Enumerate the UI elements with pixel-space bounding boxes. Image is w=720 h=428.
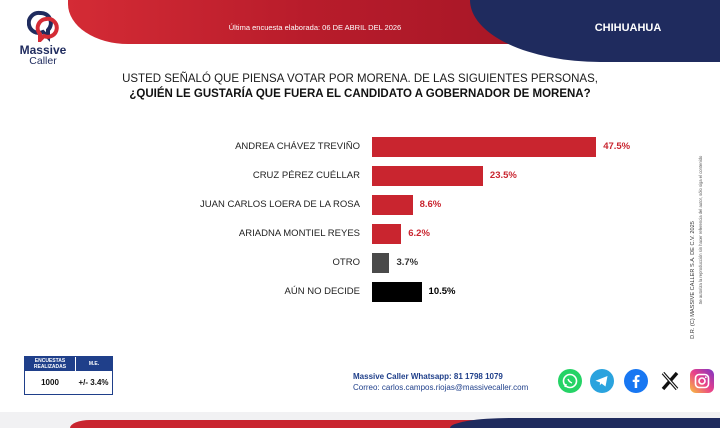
facebook-icon[interactable] [624,369,648,393]
bar-label: ANDREA CHÁVEZ TREVIÑO [235,141,360,152]
bar-value-label: 6.2% [408,228,430,239]
bar [372,282,422,302]
copyright-note: D.R. (C) MASSIVE CALLER S.A. DE C.V. 202… [690,155,703,339]
survey-date: Última encuesta elaborada: 06 DE ABRIL D… [228,23,402,32]
bar [372,253,390,273]
bar [372,224,402,244]
bar [372,195,413,215]
copyright-line-2: Se autoriza la reproducción sin hacer re… [698,155,703,304]
bar-value-label: 3.7% [396,257,419,268]
bar-label: OTRO [332,257,360,268]
question-line-1: USTED SEÑALÓ QUE PIENSA VOTAR POR MORENA… [122,73,598,85]
x-icon[interactable] [658,369,682,393]
copyright-line-1: D.R. (C) MASSIVE CALLER S.A. DE C.V. 202… [690,221,696,339]
bar [372,137,597,157]
bar-value-label: 47.5% [603,141,631,152]
survey-stats-box: ENCUESTAS REALIZADAS M.E. 1000 +/- 3.4% [24,356,113,395]
stats-header-surveys: ENCUESTAS REALIZADAS [25,357,75,371]
poll-card: Última encuesta elaborada: 06 DE ABRIL D… [0,0,720,412]
bar-label: AÚN NO DECIDE [284,286,360,297]
header-red-band [68,0,548,44]
stats-header-margin: M.E. [76,357,112,371]
bar [372,166,483,186]
bar-label: JUAN CARLOS LOERA DE LA ROSA [200,199,360,210]
logo-sub: Caller [29,55,57,67]
stats-header-surveys-label: ENCUESTAS REALIZADAS [33,358,67,370]
instagram-icon[interactable] [690,369,714,393]
bar-label: ARIADNA MONTIEL REYES [238,228,360,239]
telegram-icon[interactable] [590,369,614,393]
contact-email: Correo: carlos.campos.riojas@massivecall… [353,383,529,392]
logo-mark-icon [27,10,59,42]
bar-label: CRUZ PÉREZ CUÉLLAR [252,170,360,181]
logo-name: Massive [19,43,67,57]
bar-value-label: 8.6% [419,199,442,210]
stats-surveys-value: 1000 [41,378,59,387]
footer-navy-band [450,418,720,428]
bar-value-label: 23.5% [489,170,517,181]
contact-whatsapp: Massive Caller Whatsapp: 81 1798 1079 [353,372,503,381]
question-line-2: ¿QUIÉN LE GUSTARÍA QUE FUERA EL CANDIDAT… [129,88,591,100]
footer-red-band [70,420,510,428]
bar-value-label: 10.5% [428,286,456,297]
massive-caller-logo: Massive Caller [16,10,70,68]
stats-margin-value: +/- 3.4% [78,378,109,387]
whatsapp-icon[interactable] [558,369,582,393]
region-title: CHIHUAHUA [594,22,662,34]
